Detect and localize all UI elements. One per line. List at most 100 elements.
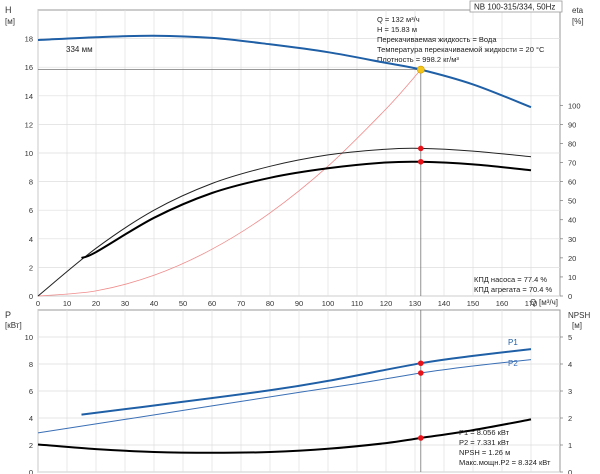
right-axis-tick-label: 3 [568,387,572,396]
x-axis-tick-label: 100 [322,299,335,308]
x-axis-tick-label: 110 [351,299,363,308]
info-line: P1 = 8.056 кВт [459,428,510,437]
x-axis-tick-label: 80 [266,299,274,308]
series-line-bot-2 [37,418,532,454]
top-series [37,34,532,297]
right-axis-tick-label: 5 [568,333,572,342]
duty-point-guides [38,69,422,296]
bottom-info-block: P1 = 8.056 кВт P2 = 7.331 кВт NPSH = 1.2… [459,428,551,467]
x-axis-tick-label: 150 [467,299,480,308]
left-axis-tick-label: 2 [29,441,33,450]
x-axis-tick-label: 30 [121,299,129,308]
right-axis-tick-label: 0 [568,292,572,301]
model-label-box [469,0,563,13]
left-axis-tick-label: 8 [29,360,33,369]
info-line: Перекачиваемая жидкость = Вода [377,35,497,44]
p2-series-label: P2 [508,359,518,368]
top-right-axis-ticks: 0 10 20 30 40 50 60 70 80 90 100 [560,101,581,301]
left-axis-tick-label: 10 [25,333,33,342]
p1-series-label: P1 [508,338,518,347]
top-left-axis-title: H [5,5,12,15]
left-axis-tick-label: 16 [25,63,33,72]
duty-point-marker [418,145,424,152]
right-axis-tick-label: 30 [568,235,576,244]
x-axis-tick-label: 130 [409,299,422,308]
left-axis-tick-label: 12 [25,120,33,129]
right-axis-tick-label: 90 [568,120,576,129]
top-right-axis-title: eta [572,6,584,15]
info-line: Макс.мощн.P2 = 8.324 кВт [459,458,551,467]
right-axis-tick-label: 10 [568,273,576,282]
bottom-series [37,348,532,454]
duty-point-marker [418,370,424,376]
info-line: Температура перекачиваемой жидкости = 20… [377,45,545,54]
info-line: P2 = 7.331 кВт [459,438,510,447]
info-line: Q = 132 м³/ч [377,15,420,24]
x-axis-tick-label: 20 [92,299,100,308]
left-axis-tick-label: 0 [29,292,33,301]
left-axis-tick-label: 10 [25,149,33,158]
right-axis-tick-label: 4 [568,360,572,369]
right-axis-tick-label: 100 [568,101,581,110]
x-axis-tick-label: 120 [380,299,393,308]
x-axis-unit: [м³/ч] [539,298,558,307]
right-axis-tick-label: 2 [568,414,572,423]
x-axis-tick-label: 40 [150,299,158,308]
top-x-axis-ticks: 0 10 20 30 40 50 60 70 80 90 100 110 120 130 140 150 160… [36,299,537,308]
left-axis-tick-label: 14 [25,92,33,101]
duty-point-marker [418,360,424,367]
bottom-left-axis-title: P [5,310,11,320]
x-axis-tick-label: 0 [36,299,40,308]
series-line-p2 [37,359,532,434]
top-right-axis-unit: [%] [572,17,584,26]
right-axis-tick-label: 80 [568,139,576,148]
info-line: Плотность = 998.2 кг/м³ [377,55,459,64]
duty-point-marker [416,65,425,74]
left-axis-tick-label: 6 [29,387,33,396]
bottom-markers [418,360,424,441]
right-axis-tick-label: 40 [568,216,576,225]
info-line: H = 15.83 м [377,25,417,34]
series-line-p1 [81,348,532,416]
bottom-right-axis-ticks: 0 1 2 3 4 5 [560,333,572,474]
series-line-top-1 [37,69,422,297]
x-axis-tick-label: 140 [438,299,451,308]
left-axis-tick-label: 2 [29,263,33,272]
info-line: NPSH = 1.26 м [459,448,510,457]
efficiency-info-block: КПД насоса = 77.4 % КПД агрегата = 70.4 … [474,275,552,294]
bottom-right-axis-title: NPSH [568,311,590,320]
power-npsh-panel: 0 2 4 6 8 10 0 1 2 3 4 5 P [кВт] NPSH [м] P1 P2 P1… [5,309,590,474]
top-info-block: Q = 132 м³/ч H = 15.83 м Перекачиваемая … [377,15,545,64]
top-left-axis-ticks: 0 2 4 6 8 10 12 14 16 18 [25,35,33,301]
x-axis-tick-label: 60 [208,299,216,308]
model-label: NB 100-315/334, 50Hz [474,3,555,12]
series-line-top-3 [81,160,532,259]
left-axis-tick-label: 8 [29,178,33,187]
duty-point-marker [418,158,424,165]
unit-efficiency-label: КПД агрегата = 70.4 % [474,285,552,294]
right-axis-tick-label: 0 [568,468,572,474]
x-axis-tick-label: 90 [295,299,303,308]
x-axis-tick-label: 70 [237,299,245,308]
right-axis-tick-label: 1 [568,441,572,450]
pump-efficiency-label: КПД насоса = 77.4 % [474,275,547,284]
left-axis-tick-label: 4 [29,235,33,244]
top-left-axis-unit: [м] [5,17,15,26]
left-axis-tick-label: 18 [25,35,33,44]
right-axis-tick-label: 70 [568,159,576,168]
series-line-334-мм [37,34,532,109]
x-axis-tick-label: 170 [525,299,538,308]
right-axis-tick-label: 20 [568,254,576,263]
series-line-top-2 [37,147,532,297]
x-axis-tick-label: 50 [179,299,187,308]
x-axis-tick-label: 160 [496,299,509,308]
duty-point-marker [418,435,424,441]
right-axis-tick-label: 50 [568,197,576,206]
x-axis-tick-label: 10 [63,299,71,308]
left-axis-tick-label: 4 [29,414,33,423]
left-axis-tick-label: 0 [29,468,33,474]
top-markers [416,65,425,165]
